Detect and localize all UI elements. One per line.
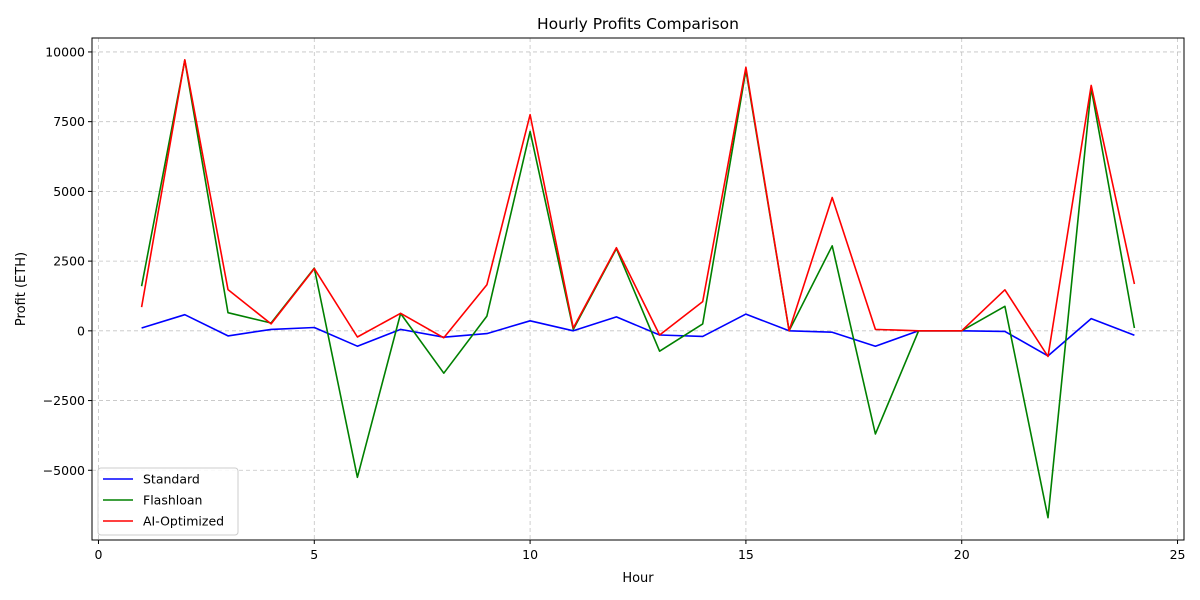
y-tick-label: −2500 [43,393,85,408]
legend-label-standard: Standard [143,472,200,487]
x-tick-label: 5 [310,547,318,562]
plot-area-frame [91,37,1185,541]
x-axis-title: Hour [622,571,654,586]
y-tick-label: 2500 [53,254,85,269]
x-tick-label: 0 [94,547,102,562]
series-line-ai-optimized [140,58,1136,358]
legend-label-ai-optimized: AI-Optimized [143,514,224,529]
legend: Standard Flashloan AI-Optimized [97,467,239,536]
series-line-standard [141,313,1135,357]
y-axis-title: Profit (ETH) [14,252,29,326]
x-tick-label: 20 [954,547,970,562]
y-axis-ticks: −5000 −2500 0 2500 5000 7500 10000 [43,44,92,478]
y-tick-label: −5000 [43,463,85,478]
legend-label-flashloan: Flashloan [143,493,202,508]
grid [92,38,1184,540]
x-axis-ticks: 0 5 10 15 20 25 [94,540,1185,562]
x-tick-label: 10 [522,547,538,562]
chart-title: Hourly Profits Comparison [537,15,739,33]
series-line-flashloan [140,59,1136,519]
y-tick-label: 7500 [53,114,85,129]
x-tick-label: 25 [1170,547,1186,562]
x-tick-label: 15 [738,547,754,562]
y-tick-label: 0 [77,323,85,338]
series-lines [140,58,1136,519]
y-tick-label: 5000 [53,184,85,199]
y-tick-label: 10000 [45,44,85,59]
legend-box [97,467,239,536]
